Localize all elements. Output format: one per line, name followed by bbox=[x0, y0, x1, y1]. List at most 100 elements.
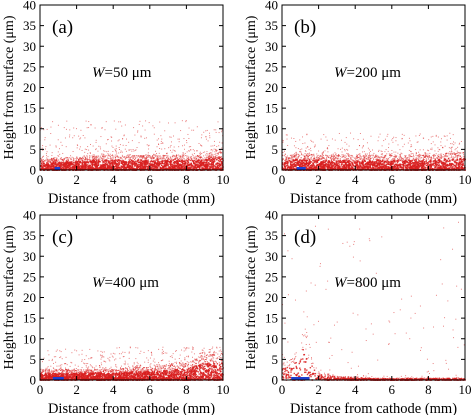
scatter-point bbox=[369, 155, 371, 157]
scatter-point bbox=[205, 130, 207, 132]
scatter-point bbox=[132, 155, 134, 157]
scatter-point bbox=[105, 156, 107, 158]
scatter-point bbox=[91, 157, 93, 159]
scatter-point bbox=[190, 162, 192, 165]
scatter-point bbox=[40, 160, 42, 162]
scatter-point bbox=[318, 154, 320, 156]
scatter-point bbox=[128, 161, 130, 163]
scatter-point bbox=[109, 165, 112, 167]
scatter-point bbox=[94, 127, 96, 129]
scatter-point bbox=[139, 158, 141, 160]
scatter-point bbox=[451, 153, 453, 155]
scatter-point bbox=[66, 159, 68, 161]
scatter-point bbox=[121, 154, 123, 156]
scatter-point bbox=[385, 164, 387, 167]
scatter-point bbox=[193, 157, 195, 159]
scatter-point bbox=[309, 160, 311, 162]
scatter-point bbox=[209, 154, 211, 156]
scatter-point bbox=[110, 157, 112, 159]
scatter-point bbox=[128, 161, 131, 163]
scatter-point bbox=[86, 127, 88, 129]
scatter-point bbox=[297, 153, 299, 155]
scatter-point bbox=[204, 163, 207, 165]
scatter-point bbox=[177, 168, 179, 171]
scatter-point bbox=[377, 158, 379, 160]
scatter-point bbox=[41, 161, 43, 163]
scatter-point bbox=[78, 163, 80, 166]
x-tick-label: 0 bbox=[37, 172, 44, 187]
scatter-point bbox=[82, 157, 84, 159]
scatter-point bbox=[53, 160, 55, 162]
scatter-point bbox=[219, 159, 222, 161]
scatter-point bbox=[67, 158, 69, 160]
scatter-point bbox=[112, 158, 114, 160]
scatter-point bbox=[79, 159, 81, 161]
scatter-point bbox=[96, 159, 98, 161]
scatter-point bbox=[170, 157, 172, 159]
scatter-point bbox=[214, 157, 216, 159]
scatter-point bbox=[78, 165, 80, 167]
scatter-point bbox=[449, 132, 451, 134]
scatter-point bbox=[62, 152, 64, 154]
scatter-point bbox=[399, 164, 401, 166]
scatter-point bbox=[95, 141, 97, 143]
scatter-point bbox=[183, 154, 185, 156]
scatter-point bbox=[46, 159, 48, 161]
scatter-point bbox=[131, 164, 133, 166]
scatter-point bbox=[146, 157, 148, 159]
scatter-point bbox=[206, 165, 208, 168]
scatter-point bbox=[162, 166, 165, 168]
scatter-point bbox=[148, 167, 150, 169]
scatter-point bbox=[213, 164, 215, 166]
scatter-point bbox=[369, 158, 371, 160]
scatter-point bbox=[118, 121, 120, 123]
scatter-point bbox=[205, 154, 207, 156]
scatter-point bbox=[45, 148, 46, 150]
scatter-point bbox=[140, 136, 142, 138]
scatter-point bbox=[295, 161, 297, 164]
scatter-point bbox=[213, 167, 215, 169]
scatter-point bbox=[322, 165, 324, 167]
scatter-point bbox=[94, 156, 96, 158]
scatter-point bbox=[214, 144, 216, 146]
scatter-point bbox=[318, 166, 320, 168]
scatter-point bbox=[90, 124, 92, 126]
scatter-point bbox=[134, 168, 136, 171]
scatter-point bbox=[184, 152, 186, 154]
scatter-point bbox=[202, 162, 205, 164]
scatter-point bbox=[320, 167, 322, 169]
scatter-point bbox=[122, 167, 125, 170]
scatter-point bbox=[124, 162, 126, 165]
scatter-point bbox=[303, 154, 305, 156]
scatter-point bbox=[182, 155, 184, 157]
scatter-point bbox=[161, 138, 163, 140]
scatter-point bbox=[133, 155, 135, 157]
scatter-point bbox=[92, 167, 95, 169]
scatter-point bbox=[153, 167, 156, 169]
scatter-point bbox=[292, 157, 294, 159]
scatter-point bbox=[378, 160, 380, 162]
scatter-point bbox=[67, 161, 70, 164]
scatter-point bbox=[186, 161, 189, 163]
scatter-point bbox=[80, 165, 82, 168]
scatter-point bbox=[185, 120, 187, 122]
scatter-point bbox=[42, 145, 44, 147]
scatter-point bbox=[149, 157, 151, 159]
scatter-point bbox=[73, 164, 76, 167]
scatter-point bbox=[137, 161, 139, 163]
scatter-point bbox=[446, 139, 448, 141]
scatter-point bbox=[440, 160, 443, 162]
scatter-point bbox=[216, 168, 218, 170]
scatter-point bbox=[182, 158, 184, 160]
scatter-point bbox=[182, 167, 184, 170]
scatter-point bbox=[147, 166, 149, 169]
scatter-point bbox=[329, 155, 331, 157]
scatter-point bbox=[162, 160, 165, 162]
scatter-point bbox=[162, 157, 164, 159]
scatter-point bbox=[113, 166, 116, 168]
scatter-point bbox=[111, 167, 113, 169]
scatter-point bbox=[172, 159, 174, 162]
scatter-point bbox=[141, 168, 144, 170]
scatter-point bbox=[144, 167, 147, 169]
scatter-point bbox=[193, 159, 196, 162]
